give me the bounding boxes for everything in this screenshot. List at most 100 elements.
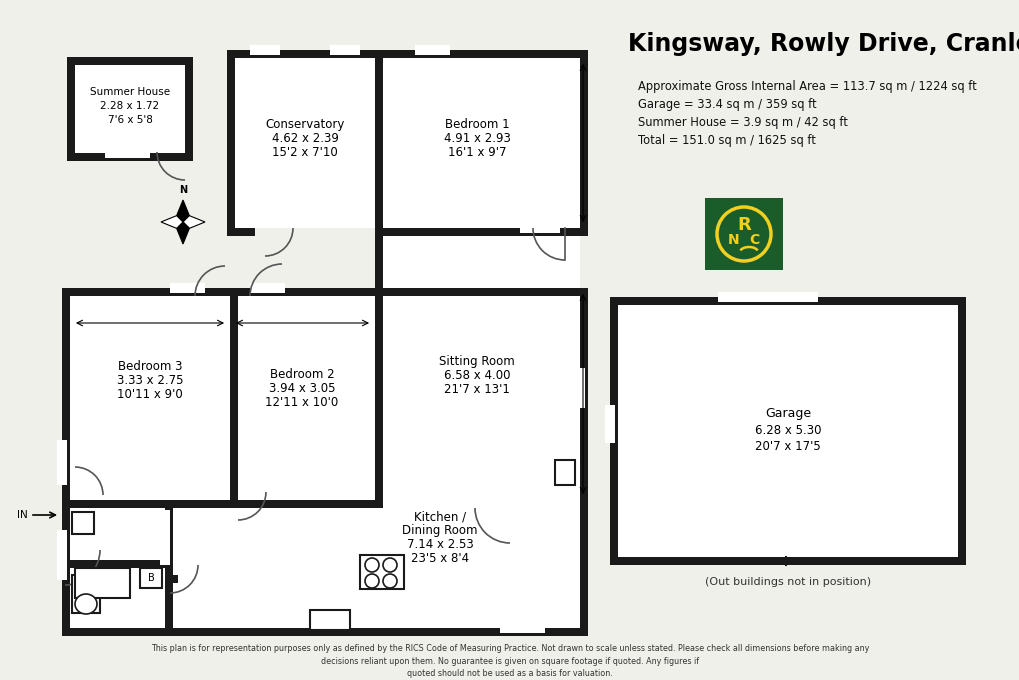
Bar <box>72 512 94 534</box>
Text: 21'7 x 13'1: 21'7 x 13'1 <box>443 383 510 396</box>
Text: 4.91 x 2.93: 4.91 x 2.93 <box>443 132 510 145</box>
Bar <box>375 50 587 58</box>
Ellipse shape <box>365 574 379 588</box>
Text: Garage = 33.4 sq m / 359 sq ft: Garage = 33.4 sq m / 359 sq ft <box>637 98 816 111</box>
Bar <box>375 50 382 236</box>
Polygon shape <box>176 222 190 244</box>
Bar <box>105 148 150 158</box>
Bar <box>609 557 965 565</box>
Bar <box>609 297 618 565</box>
Bar <box>67 57 75 161</box>
Bar <box>57 440 67 485</box>
Bar <box>717 292 817 302</box>
Text: R: R <box>737 216 750 234</box>
Text: Approximate Gross Internal Area = 113.7 sq m / 1224 sq ft: Approximate Gross Internal Area = 113.7 … <box>637 80 976 93</box>
Bar <box>62 560 173 568</box>
Text: N: N <box>178 185 186 195</box>
Text: 3.33 x 2.75: 3.33 x 2.75 <box>116 374 183 387</box>
Text: 16'1 x 9'7: 16'1 x 9'7 <box>447 146 505 159</box>
Ellipse shape <box>382 558 396 572</box>
Text: 2.28 x 1.72: 2.28 x 1.72 <box>100 101 159 111</box>
Ellipse shape <box>382 574 396 588</box>
Bar <box>360 555 404 589</box>
Bar <box>250 45 280 55</box>
Bar <box>957 297 965 565</box>
Bar <box>70 288 580 628</box>
Text: Kingsway, Rowly Drive, Cranleigh: Kingsway, Rowly Drive, Cranleigh <box>628 32 1019 56</box>
Bar <box>618 305 957 557</box>
Polygon shape <box>182 216 205 228</box>
Polygon shape <box>176 200 190 222</box>
Text: (Out buildings not in position): (Out buildings not in position) <box>704 577 870 587</box>
Bar <box>62 288 70 636</box>
Text: Summer House = 3.9 sq m / 42 sq ft: Summer House = 3.9 sq m / 42 sq ft <box>637 116 847 129</box>
Bar <box>375 228 580 288</box>
Bar <box>609 297 965 305</box>
Bar <box>170 283 205 293</box>
Text: 23'5 x 8'4: 23'5 x 8'4 <box>411 552 469 565</box>
Bar <box>160 510 170 565</box>
Bar <box>165 500 173 628</box>
Bar <box>415 495 494 505</box>
Bar <box>227 50 234 236</box>
Text: Conservatory: Conservatory <box>265 118 344 131</box>
Bar <box>580 50 587 236</box>
Text: C: C <box>748 233 758 247</box>
Bar <box>520 223 559 233</box>
Text: Total = 151.0 sq m / 1625 sq ft: Total = 151.0 sq m / 1625 sq ft <box>637 134 815 147</box>
Text: 10'11 x 9'0: 10'11 x 9'0 <box>117 388 182 401</box>
Bar <box>57 530 67 580</box>
Text: 3.94 x 3.05: 3.94 x 3.05 <box>268 382 335 395</box>
Bar <box>415 45 449 55</box>
Bar <box>575 368 585 408</box>
Bar <box>67 57 193 65</box>
Bar <box>229 288 237 500</box>
Text: Sitting Room: Sitting Room <box>439 355 515 368</box>
Text: 6.28 x 5.30: 6.28 x 5.30 <box>754 424 820 437</box>
Bar <box>375 288 587 296</box>
Text: B: B <box>148 573 154 583</box>
Bar <box>604 405 614 443</box>
Bar <box>250 283 284 293</box>
Polygon shape <box>161 216 182 228</box>
Bar <box>72 575 100 613</box>
Text: Bedroom 3: Bedroom 3 <box>117 360 182 373</box>
Bar <box>75 568 129 598</box>
Bar <box>62 628 587 636</box>
Bar <box>330 45 360 55</box>
Ellipse shape <box>365 558 379 572</box>
Bar <box>140 568 162 588</box>
Bar <box>62 288 375 296</box>
Bar <box>227 50 387 58</box>
Text: Bedroom 1: Bedroom 1 <box>444 118 508 131</box>
Bar <box>310 610 350 630</box>
Bar <box>375 228 382 296</box>
Text: Kitchen /: Kitchen / <box>414 510 466 523</box>
Text: 12'11 x 10'0: 12'11 x 10'0 <box>265 396 338 409</box>
Bar <box>75 65 184 153</box>
Bar <box>375 228 587 236</box>
Bar <box>554 460 575 485</box>
Bar <box>165 575 178 583</box>
Bar <box>375 288 382 500</box>
Text: Bedroom 2: Bedroom 2 <box>269 368 334 381</box>
Text: 4.62 x 2.39: 4.62 x 2.39 <box>271 132 338 145</box>
Bar <box>184 57 193 161</box>
Text: Summer House: Summer House <box>90 87 170 97</box>
Text: Dining Room: Dining Room <box>401 524 477 537</box>
Text: This plan is for representation purposes only as defined by the RICS Code of Mea: This plan is for representation purposes… <box>151 644 868 678</box>
Bar <box>499 623 544 633</box>
Bar <box>234 58 375 228</box>
Text: Garage: Garage <box>764 407 810 420</box>
Bar <box>62 500 382 508</box>
Text: 20'7 x 17'5: 20'7 x 17'5 <box>754 441 820 454</box>
Text: 6.58 x 4.00: 6.58 x 4.00 <box>443 369 510 382</box>
Ellipse shape <box>75 594 97 614</box>
Text: 7.14 x 2.53: 7.14 x 2.53 <box>407 538 473 551</box>
Text: 7'6 x 5'8: 7'6 x 5'8 <box>107 115 152 125</box>
Text: N: N <box>728 233 739 247</box>
Bar <box>67 153 193 161</box>
Bar <box>580 288 587 636</box>
Text: 15'2 x 7'10: 15'2 x 7'10 <box>272 146 337 159</box>
Bar <box>375 58 580 228</box>
